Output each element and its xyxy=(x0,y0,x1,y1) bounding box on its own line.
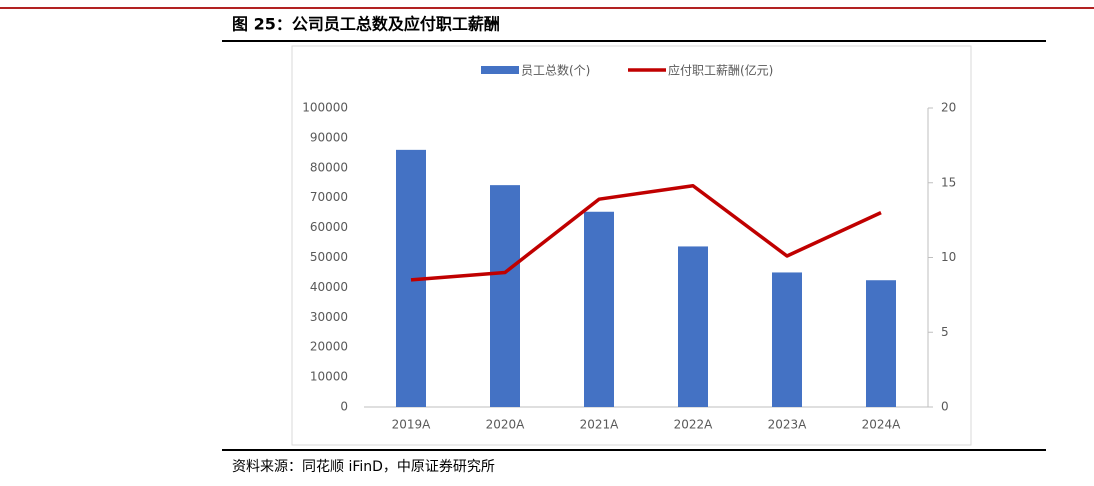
y-tick-label: 40000 xyxy=(310,280,348,294)
legend-label: 应付职工薪酬(亿元) xyxy=(668,63,773,78)
bar xyxy=(678,246,708,407)
y2-tick-label: 10 xyxy=(941,250,956,264)
source-note: 资料来源：同花顺 iFinD，中原证券研究所 xyxy=(232,459,495,475)
x-tick-label: 2024A xyxy=(862,418,902,432)
x-tick-label: 2019A xyxy=(392,418,432,432)
bar xyxy=(772,272,802,407)
bar xyxy=(866,280,896,407)
y-tick-label: 20000 xyxy=(310,340,348,354)
x-tick-label: 2023A xyxy=(768,418,808,432)
y-tick-label: 50000 xyxy=(310,250,348,264)
y2-tick-label: 15 xyxy=(941,175,956,189)
bar xyxy=(490,185,520,407)
x-tick-label: 2022A xyxy=(674,418,714,432)
y2-tick-label: 0 xyxy=(941,400,949,414)
y-tick-label: 60000 xyxy=(310,220,348,234)
y-tick-label: 30000 xyxy=(310,310,348,324)
y2-tick-label: 5 xyxy=(941,325,949,339)
y-tick-label: 10000 xyxy=(310,370,348,384)
line xyxy=(410,183,882,282)
legend-label: 员工总数(个) xyxy=(521,63,590,78)
x-tick-label: 2021A xyxy=(580,418,620,432)
y-tick-label: 70000 xyxy=(310,190,348,204)
x-tick-label: 2020A xyxy=(486,418,526,432)
y-tick-label: 0 xyxy=(340,400,348,414)
y-tick-label: 100000 xyxy=(302,101,348,115)
y-tick-label: 90000 xyxy=(310,130,348,144)
y2-tick-label: 20 xyxy=(941,101,956,115)
bar xyxy=(584,211,614,407)
y-tick-label: 80000 xyxy=(310,160,348,174)
figure-title: 图 25：公司员工总数及应付职工薪酬 xyxy=(232,15,500,34)
legend-swatch xyxy=(481,66,519,74)
